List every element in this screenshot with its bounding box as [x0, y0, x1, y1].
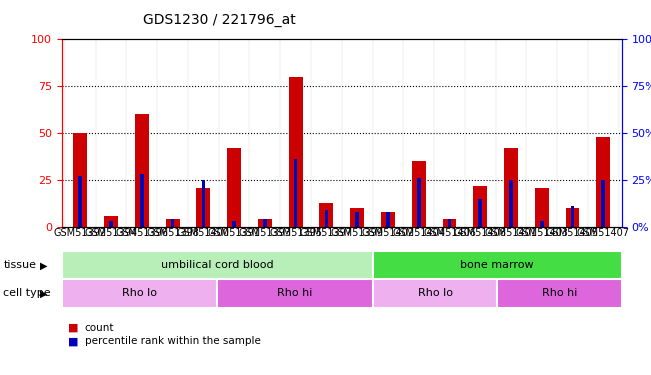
Bar: [79, 176, 82, 227]
Bar: [197, 188, 210, 227]
Bar: [596, 137, 610, 227]
Bar: [74, 133, 87, 227]
Bar: [165, 219, 180, 227]
Text: ■: ■: [68, 336, 79, 346]
Bar: [355, 212, 359, 227]
Bar: [294, 159, 298, 227]
Bar: [135, 114, 148, 227]
Bar: [448, 219, 451, 227]
Bar: [504, 148, 518, 227]
Bar: [478, 199, 482, 227]
FancyBboxPatch shape: [373, 251, 622, 279]
FancyBboxPatch shape: [217, 279, 373, 308]
FancyBboxPatch shape: [62, 279, 217, 308]
Bar: [540, 221, 544, 227]
Text: umbilical cord blood: umbilical cord blood: [161, 260, 273, 270]
Text: Rho hi: Rho hi: [542, 288, 577, 298]
Text: Rho lo: Rho lo: [122, 288, 157, 298]
Text: GDS1230 / 221796_at: GDS1230 / 221796_at: [143, 13, 296, 27]
Bar: [535, 188, 549, 227]
Bar: [202, 180, 205, 227]
Bar: [263, 219, 267, 227]
Bar: [509, 180, 513, 227]
Bar: [386, 212, 390, 227]
Bar: [443, 219, 456, 227]
Bar: [566, 208, 579, 227]
Bar: [411, 161, 426, 227]
Text: count: count: [85, 323, 114, 333]
Bar: [350, 208, 364, 227]
Bar: [227, 148, 241, 227]
Text: tissue: tissue: [3, 260, 36, 270]
Text: ▶: ▶: [40, 260, 48, 270]
Text: ▶: ▶: [40, 288, 48, 298]
Bar: [232, 221, 236, 227]
Bar: [171, 219, 174, 227]
Bar: [381, 212, 395, 227]
Bar: [288, 77, 303, 227]
Text: Rho lo: Rho lo: [417, 288, 452, 298]
Bar: [325, 210, 328, 227]
Bar: [258, 219, 271, 227]
Bar: [602, 180, 605, 227]
Bar: [104, 216, 118, 227]
Bar: [571, 206, 574, 227]
Text: cell type: cell type: [3, 288, 51, 298]
Bar: [417, 178, 421, 227]
Text: bone marrow: bone marrow: [460, 260, 534, 270]
Bar: [109, 221, 113, 227]
Text: ■: ■: [68, 323, 79, 333]
FancyBboxPatch shape: [62, 251, 373, 279]
Text: percentile rank within the sample: percentile rank within the sample: [85, 336, 260, 346]
Bar: [140, 174, 144, 227]
Text: Rho hi: Rho hi: [277, 288, 313, 298]
FancyBboxPatch shape: [373, 279, 497, 308]
FancyBboxPatch shape: [497, 279, 622, 308]
Bar: [320, 202, 333, 227]
Bar: [473, 186, 487, 227]
